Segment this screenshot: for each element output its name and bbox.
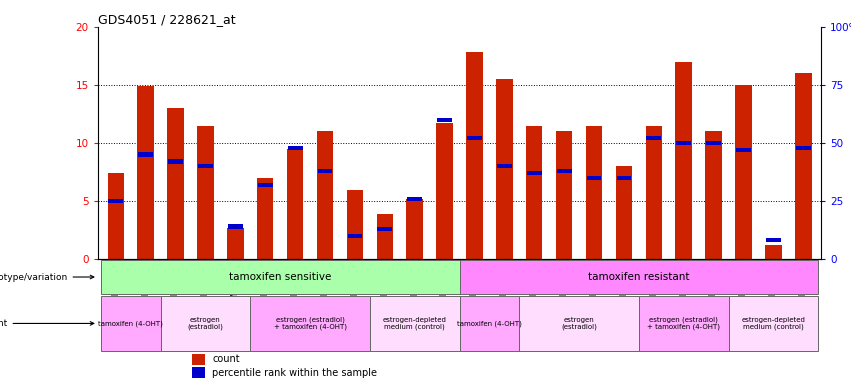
Bar (287, 149, 303, 259)
Bar (197, 126, 214, 259)
Bar (227, 228, 243, 259)
Bar (796, 146, 811, 150)
Text: tamoxifen sensitive: tamoxifen sensitive (229, 272, 331, 282)
Bar (228, 224, 243, 228)
Bar (168, 159, 183, 164)
Text: tamoxifen (4-OHT): tamoxifen (4-OHT) (99, 320, 163, 327)
Bar (586, 176, 602, 180)
Text: estrogen-depleted
medium (control): estrogen-depleted medium (control) (383, 317, 447, 330)
Text: tamoxifen resistant: tamoxifen resistant (588, 272, 689, 282)
Bar (557, 169, 572, 173)
Bar (370, 296, 460, 351)
Bar (466, 52, 483, 259)
Bar (527, 171, 542, 175)
Bar (460, 296, 519, 351)
Bar (765, 245, 781, 259)
Bar (101, 296, 161, 351)
Text: estrogen
(estradiol): estrogen (estradiol) (561, 317, 597, 330)
Bar (646, 126, 662, 259)
Bar (639, 296, 728, 351)
Bar (616, 176, 631, 180)
Bar (677, 141, 691, 145)
Bar (735, 85, 751, 259)
Bar (616, 166, 632, 259)
Bar (407, 199, 423, 259)
Bar (437, 123, 453, 259)
Bar (705, 131, 722, 259)
Bar (250, 296, 370, 351)
Bar (795, 73, 812, 259)
Bar (647, 136, 661, 140)
Bar (108, 199, 123, 203)
Bar (346, 190, 363, 259)
Bar (107, 173, 124, 259)
Text: agent: agent (0, 319, 94, 328)
Text: count: count (212, 354, 240, 364)
Bar (139, 152, 153, 157)
Bar (347, 234, 363, 238)
Text: tamoxifen (4-OHT): tamoxifen (4-OHT) (457, 320, 522, 327)
Bar (192, 354, 205, 364)
Bar (161, 296, 250, 351)
Bar (467, 136, 482, 140)
Bar (706, 141, 721, 145)
Bar (585, 126, 603, 259)
Text: GDS4051 / 228621_at: GDS4051 / 228621_at (98, 13, 236, 26)
Bar (496, 79, 512, 259)
Bar (676, 62, 692, 259)
Bar (288, 146, 303, 150)
Text: estrogen-depleted
medium (control): estrogen-depleted medium (control) (741, 317, 805, 330)
Bar (728, 296, 818, 351)
Bar (526, 126, 542, 259)
Bar (408, 197, 422, 201)
Bar (377, 214, 393, 259)
Text: estrogen (estradiol)
+ tamoxifen (4-OHT): estrogen (estradiol) + tamoxifen (4-OHT) (648, 316, 720, 330)
Bar (192, 367, 205, 378)
Bar (257, 178, 273, 259)
Bar (766, 238, 780, 242)
Bar (437, 118, 452, 122)
Bar (317, 131, 334, 259)
Bar (168, 108, 184, 259)
Bar (138, 86, 154, 259)
Bar (377, 227, 392, 231)
Bar (101, 260, 460, 295)
Bar (317, 169, 333, 173)
Text: estrogen (estradiol)
+ tamoxifen (4-OHT): estrogen (estradiol) + tamoxifen (4-OHT) (273, 316, 346, 330)
Bar (556, 131, 573, 259)
Bar (519, 296, 639, 351)
Text: genotype/variation: genotype/variation (0, 273, 94, 281)
Bar (497, 164, 511, 168)
Bar (258, 183, 272, 187)
Bar (198, 164, 213, 168)
Bar (736, 148, 751, 152)
Text: percentile rank within the sample: percentile rank within the sample (212, 367, 377, 377)
Bar (460, 260, 818, 295)
Text: estrogen
(estradiol): estrogen (estradiol) (187, 317, 224, 330)
